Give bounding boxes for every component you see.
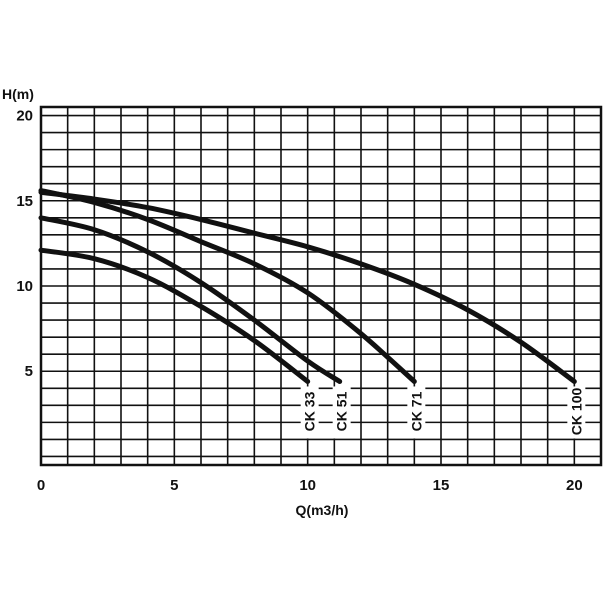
series-label: CK 100 [568,388,584,436]
series-label: CK 51 [334,391,350,431]
x-tick-label: 15 [433,477,450,494]
curves [38,188,577,384]
x-axis-label: Q(m3/h) [296,502,349,518]
series-line [38,188,417,384]
grid [41,107,601,465]
x-tick-label: 5 [170,477,178,494]
series-label-bg [567,386,586,439]
series-label: CK 33 [302,391,318,431]
plot-frame [39,105,603,467]
x-tick-label: 10 [299,477,316,494]
y-tick-label: 20 [16,108,33,125]
series-line [38,189,577,384]
series-line [38,215,343,384]
x-tick-label: 0 [37,477,45,494]
series-label-bg [407,386,426,439]
series-line [38,247,311,384]
x-tick-labels: 0 5 10 15 20 [37,477,583,494]
y-axis-label: H(m) [2,86,34,102]
y-tick-label: 15 [16,193,33,210]
series-label: CK 71 [408,391,424,431]
x-tick-label: 20 [566,477,583,494]
y-tick-label: 10 [16,278,33,295]
series-label-bg [332,386,351,439]
y-tick-labels: 5 10 15 20 [16,108,33,381]
series-label-bg [300,386,319,439]
y-tick-label: 5 [25,363,33,380]
curve-labels: CK 33 CK 51 CK 71 CK 100 [300,386,586,439]
